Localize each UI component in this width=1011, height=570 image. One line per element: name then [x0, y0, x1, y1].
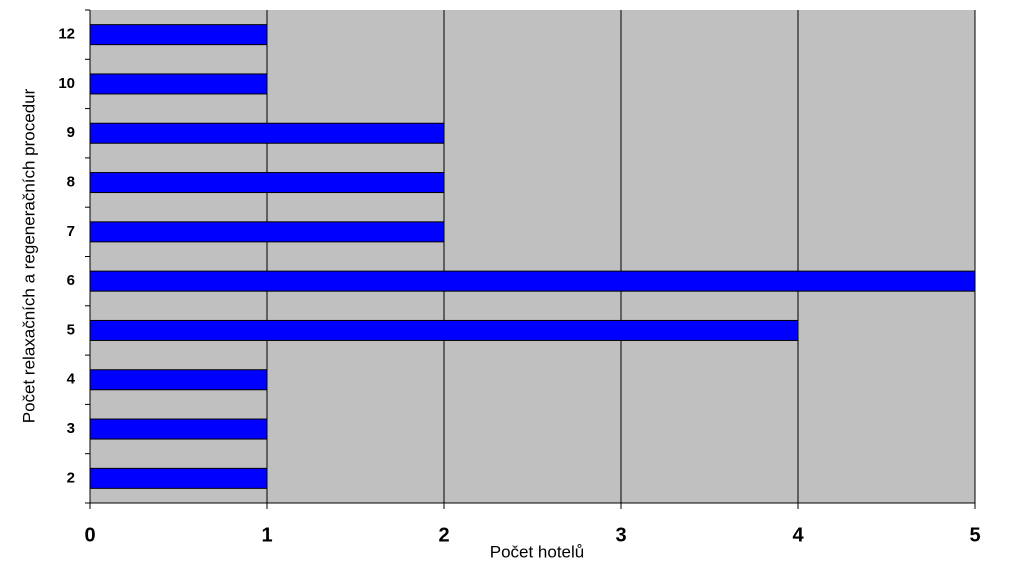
- bar: [89, 418, 268, 440]
- bar: [89, 172, 445, 194]
- x-tick-label: 3: [615, 524, 626, 546]
- bar: [89, 73, 268, 95]
- bar: [89, 221, 445, 243]
- bar: [89, 319, 799, 341]
- y-tick-label: 4: [67, 371, 76, 388]
- y-tick-label: 10: [58, 75, 75, 92]
- y-tick-label: 6: [67, 272, 75, 289]
- y-tick-label: 9: [67, 124, 75, 141]
- x-tick-label: 5: [969, 524, 980, 546]
- y-tick-label: 8: [67, 174, 75, 191]
- y-tick-label: 3: [67, 420, 75, 437]
- y-tick-label: 7: [67, 223, 75, 240]
- y-tick-label: 2: [67, 469, 75, 486]
- y-tick-label: 12: [58, 26, 75, 43]
- bar: [89, 24, 268, 46]
- x-tick-label: 2: [438, 524, 449, 546]
- bar: [89, 369, 268, 391]
- bar: [89, 122, 445, 144]
- x-axis-title: Počet hotelů: [490, 542, 585, 561]
- x-tick-label: 4: [792, 524, 804, 546]
- x-tick-label: 1: [261, 524, 272, 546]
- bar: [89, 270, 976, 292]
- y-tick-label: 5: [67, 321, 75, 338]
- x-tick-label: 0: [84, 524, 95, 546]
- bar: [89, 467, 268, 489]
- y-axis-title: Počet relaxačních a regeneračních proced…: [19, 88, 38, 423]
